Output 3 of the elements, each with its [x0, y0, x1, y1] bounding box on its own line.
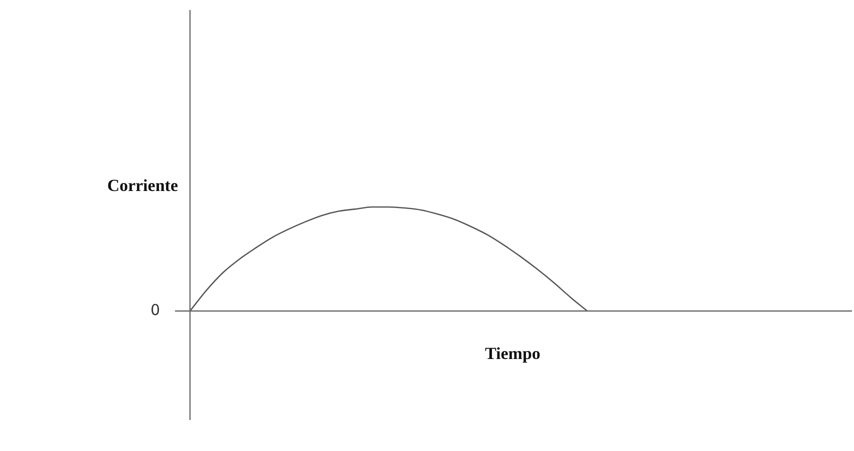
x-axis-title: Tiempo	[485, 344, 540, 364]
y-axis-title: Corriente	[107, 176, 178, 196]
text: 0	[149, 301, 160, 319]
